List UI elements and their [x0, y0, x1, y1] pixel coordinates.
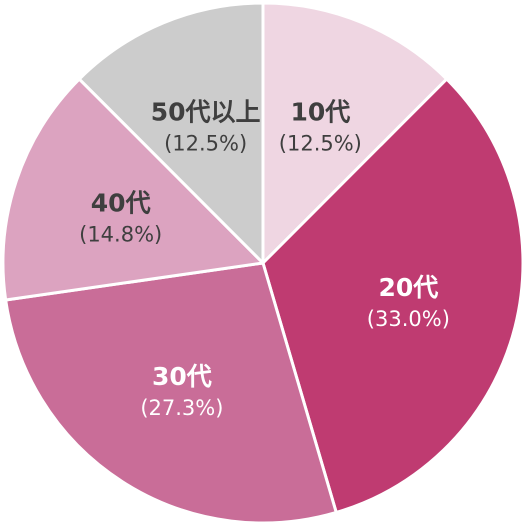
slice-percent-1: (33.0%): [367, 307, 450, 331]
slice-percent-2: (27.3%): [140, 396, 223, 420]
slice-percent-3: (14.8%): [79, 223, 162, 247]
pie-slice-3: [1, 77, 265, 302]
slice-label-3: 40代: [91, 189, 151, 218]
pie-slice-4: [77, 1, 265, 265]
pie-slice-0: [261, 1, 449, 265]
slice-percent-0: (12.5%): [279, 131, 362, 155]
slice-label-0: 10代: [290, 97, 350, 126]
slice-label-2: 30代: [152, 362, 212, 391]
pie-slice-1: [261, 77, 525, 514]
slice-label-4: 50代以上: [151, 97, 261, 126]
slice-percent-4: (12.5%): [164, 131, 247, 155]
pie-slice-2: [4, 261, 338, 525]
slice-label-1: 20代: [378, 273, 438, 302]
